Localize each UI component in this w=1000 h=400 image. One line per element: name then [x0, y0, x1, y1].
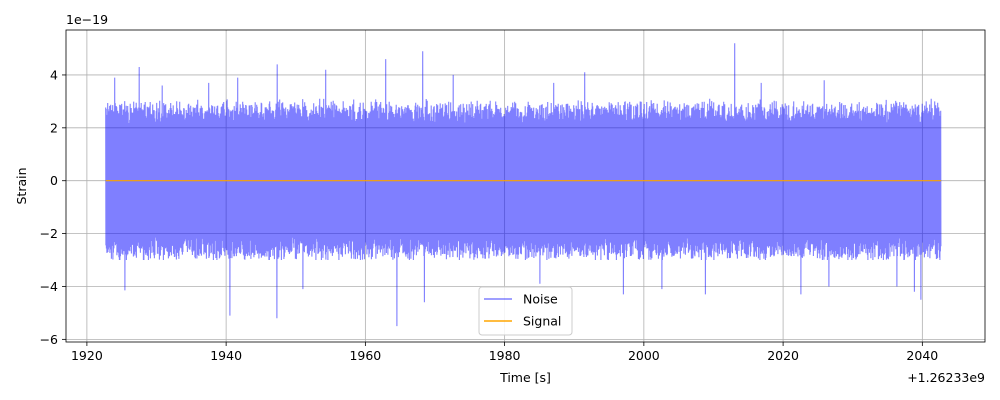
- y-tick-label: −2: [40, 226, 58, 241]
- x-tick-label: 1920: [71, 348, 103, 363]
- x-axis-label: Time [s]: [499, 370, 551, 385]
- legend: Noise Signal: [478, 286, 573, 336]
- y-scale-text: 1e−19: [66, 12, 108, 27]
- x-offset-text: +1.26233e9: [907, 370, 985, 385]
- legend-signal-label: Signal: [523, 314, 561, 329]
- x-tick-label: 2020: [767, 348, 799, 363]
- x-tick-label: 1960: [349, 348, 381, 363]
- y-tick-label: 0: [50, 173, 58, 188]
- x-tick-label: 2000: [628, 348, 660, 363]
- x-tick-label: 1940: [210, 348, 242, 363]
- ticks-layer: 1920 1940 1960 1980 2000 2020 2040 −6 −4 −2 0 2 4: [40, 67, 939, 363]
- plot-frame: [65, 29, 986, 343]
- y-tick-label: 2: [50, 120, 58, 135]
- y-tick-label: 4: [50, 67, 58, 82]
- y-tick-label: −4: [40, 279, 58, 294]
- x-tick-label: 1980: [489, 348, 521, 363]
- x-tick-label: 2040: [906, 348, 938, 363]
- y-axis-label: Strain: [14, 167, 29, 204]
- noise-series: [105, 43, 942, 327]
- y-tick-label: −6: [40, 332, 58, 347]
- legend-noise-label: Noise: [523, 292, 558, 307]
- noise-line: [105, 43, 942, 327]
